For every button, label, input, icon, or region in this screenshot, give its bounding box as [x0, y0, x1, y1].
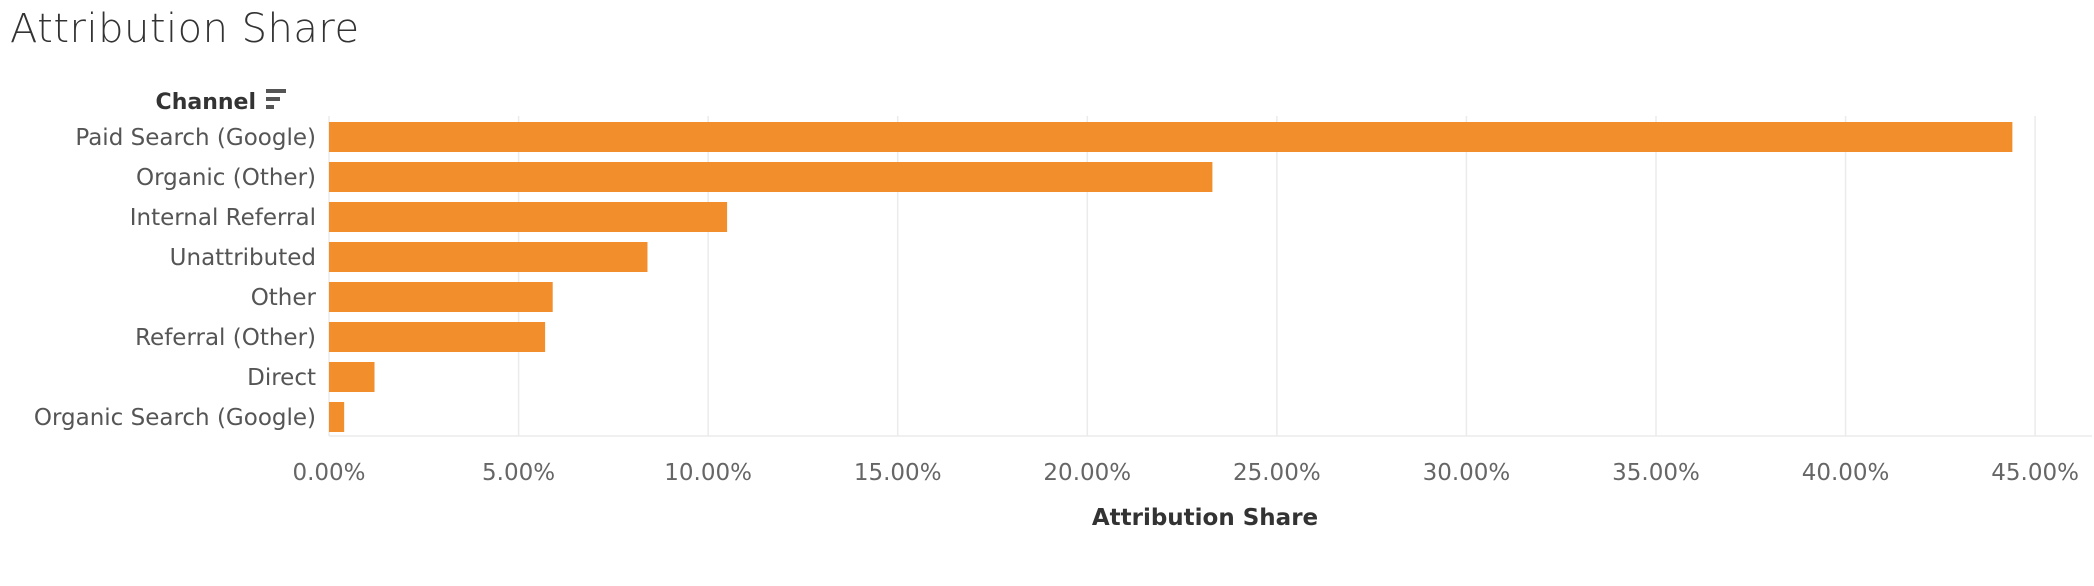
category-label: Paid Search (Google)	[75, 125, 316, 151]
bar[interactable]	[329, 322, 546, 352]
category-labels: Paid Search (Google) Organic (Other) Inter…	[34, 125, 317, 431]
x-tick-label: 0.00%	[292, 460, 365, 486]
sort-descending-icon[interactable]	[266, 89, 286, 109]
y-axis-header[interactable]: Channel	[156, 90, 256, 115]
x-tick-label: 35.00%	[1612, 460, 1700, 486]
x-axis-title: Attribution Share	[1092, 505, 1318, 531]
x-tick-label: 30.00%	[1423, 460, 1511, 486]
category-label: Organic (Other)	[136, 165, 316, 191]
bars	[329, 122, 2013, 432]
bar[interactable]	[329, 402, 345, 432]
category-label: Direct	[247, 365, 316, 391]
chart-title: Attribution Share	[10, 6, 360, 52]
bar[interactable]	[329, 362, 375, 392]
category-label: Organic Search (Google)	[34, 405, 316, 431]
x-tick-label: 25.00%	[1233, 460, 1321, 486]
category-label: Unattributed	[170, 245, 316, 271]
bar[interactable]	[329, 122, 2013, 152]
bar[interactable]	[329, 282, 553, 312]
x-tick-label: 45.00%	[1991, 460, 2079, 486]
x-tick-label: 10.00%	[664, 460, 752, 486]
x-tick-label: 5.00%	[482, 460, 555, 486]
x-axis-ticks: 0.00% 5.00% 10.00% 15.00% 20.00% 25.00% 30.00%…	[292, 460, 2079, 486]
bar[interactable]	[329, 202, 728, 232]
x-tick-label: 20.00%	[1043, 460, 1131, 486]
category-label: Internal Referral	[130, 205, 316, 231]
bar[interactable]	[329, 162, 1213, 192]
x-tick-label: 15.00%	[854, 460, 942, 486]
category-label: Referral (Other)	[135, 325, 316, 351]
bar[interactable]	[329, 242, 648, 272]
category-label: Other	[251, 285, 317, 311]
x-tick-label: 40.00%	[1802, 460, 1890, 486]
